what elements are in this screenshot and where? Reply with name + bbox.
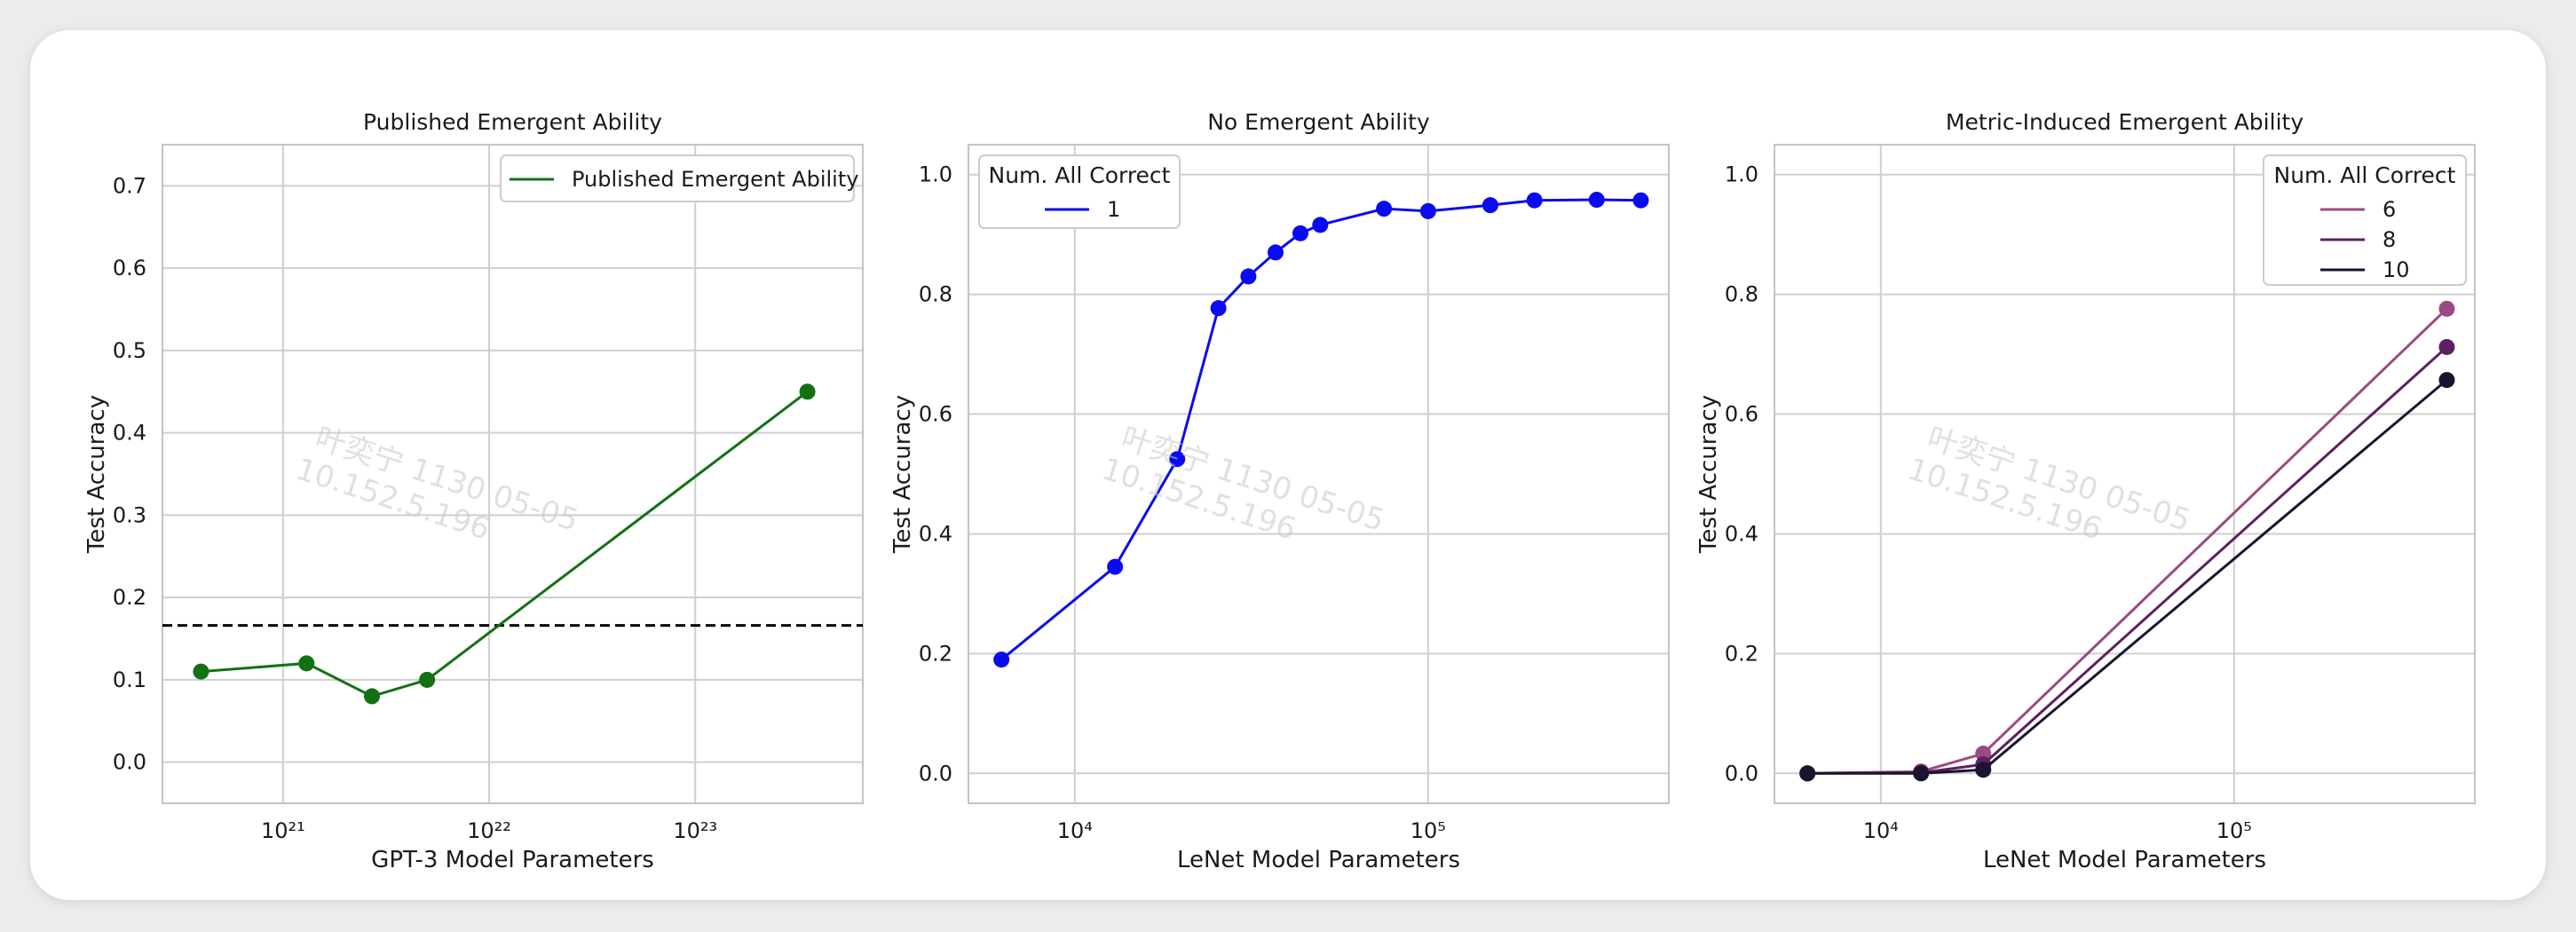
xtick-label: 10⁵ — [1410, 818, 1446, 843]
ytick-label: 0.4 — [919, 521, 952, 546]
ytick-label: 0.6 — [1725, 402, 1758, 427]
ytick-label: 1.0 — [919, 162, 952, 187]
series-line-Published Emergent Ability — [201, 391, 809, 699]
data-point — [1588, 192, 1605, 209]
data-point — [1632, 192, 1649, 209]
ytick-label: 0.6 — [919, 402, 952, 427]
x-axis-label: LeNet Model Parameters — [1983, 847, 2266, 873]
chart-panel-2: 0.0 0.2 0.4 0.6 0.8 1.0 10⁴ 10⁵ No Emergent Abil… — [889, 109, 1670, 873]
plot-frame — [968, 144, 1670, 804]
y-axis-label: Test Accuracy — [889, 395, 916, 554]
legend: Published Emergent Ability — [500, 154, 858, 202]
legend-box — [500, 154, 855, 202]
chart-title: Metric-Induced Emergent Ability — [1946, 109, 2303, 135]
legend-entry: 10 — [2382, 257, 2410, 282]
legend-title: Num. All Correct — [2274, 162, 2456, 188]
ytick-label: 0.2 — [1725, 641, 1758, 666]
data-point — [1419, 202, 1436, 219]
xtick-label: 10⁴ — [1057, 818, 1093, 843]
data-point — [1376, 201, 1393, 217]
ytick-label: 1.0 — [1725, 162, 1758, 187]
ytick-label: 0.0 — [919, 761, 952, 786]
legend: Num. All Correct 6 8 10 — [2263, 154, 2467, 286]
chart-panel-3: 0.0 0.2 0.4 0.6 0.8 1.0 10⁴ 10⁵ Metric-Induced E… — [1695, 109, 2476, 873]
chart-title: No Emergent Ability — [1207, 109, 1430, 135]
xtick-label: 10⁵ — [2216, 818, 2252, 843]
data-point — [2438, 300, 2455, 317]
ytick-label: 0.6 — [113, 256, 146, 280]
ytick-label: 0.3 — [113, 502, 146, 527]
series-line-6 — [1807, 307, 2448, 775]
series-line-8 — [1807, 345, 2448, 775]
legend-entry: 8 — [2382, 227, 2396, 252]
data-point — [1210, 300, 1227, 317]
xtick-label: 10⁴ — [1863, 818, 1899, 843]
ytick-label: 0.7 — [113, 173, 146, 198]
ytick-label: 0.8 — [919, 282, 952, 307]
data-point — [2438, 372, 2455, 389]
ytick-label: 0.4 — [1725, 521, 1758, 546]
legend-entry: 1 — [1107, 197, 1120, 222]
data-point — [1240, 268, 1257, 285]
series-line-10 — [1807, 378, 2448, 775]
data-point — [1267, 244, 1284, 261]
legend: Num. All Correct 1 — [978, 154, 1181, 229]
ytick-label: 0.1 — [113, 667, 146, 692]
data-point — [993, 652, 1010, 668]
x-axis-label: LeNet Model Parameters — [1177, 847, 1460, 873]
data-point — [2438, 338, 2455, 355]
data-point — [193, 663, 209, 680]
legend-entry: Published Emergent Ability — [572, 167, 858, 192]
plot-frame — [162, 144, 864, 804]
ytick-label: 0.2 — [113, 585, 146, 610]
chart-panel-1: 0.0 0.1 0.2 0.3 0.4 0.5 0.6 0.7 10²¹ 10²² 10²³ Publ… — [83, 109, 864, 873]
data-point — [419, 671, 436, 688]
legend-entry: 6 — [2382, 197, 2396, 222]
xtick-label: 10²³ — [673, 818, 717, 843]
data-point — [1913, 765, 1930, 782]
xtick-label: 10²² — [467, 818, 511, 843]
data-point — [1975, 762, 1992, 778]
y-axis-label: Test Accuracy — [1695, 395, 1722, 554]
data-point — [1482, 197, 1498, 214]
x-axis-label: GPT-3 Model Parameters — [371, 847, 654, 873]
plot-frame — [1774, 144, 2476, 804]
ytick-label: 0.4 — [113, 421, 146, 446]
legend-box — [2263, 154, 2467, 286]
y-axis-label: Test Accuracy — [83, 395, 110, 554]
ytick-label: 0.2 — [919, 641, 952, 666]
legend-box — [978, 154, 1181, 229]
data-point — [1169, 451, 1186, 468]
ytick-label: 0.5 — [113, 338, 146, 363]
ytick-label: 0.0 — [113, 750, 146, 775]
series-line-1 — [1000, 198, 1641, 661]
chart-title: Published Emergent Ability — [363, 109, 662, 135]
data-point — [364, 688, 381, 705]
data-point — [1312, 217, 1329, 233]
ytick-label: 0.0 — [1725, 761, 1758, 786]
ytick-label: 0.8 — [1725, 282, 1758, 307]
data-point — [298, 655, 315, 672]
legend-title: Num. All Correct — [989, 162, 1171, 188]
data-point — [1292, 225, 1308, 241]
data-point — [799, 383, 816, 400]
data-point — [1799, 765, 1816, 782]
data-point — [1526, 192, 1543, 209]
data-point — [1107, 558, 1124, 575]
xtick-label: 10²¹ — [261, 818, 305, 843]
